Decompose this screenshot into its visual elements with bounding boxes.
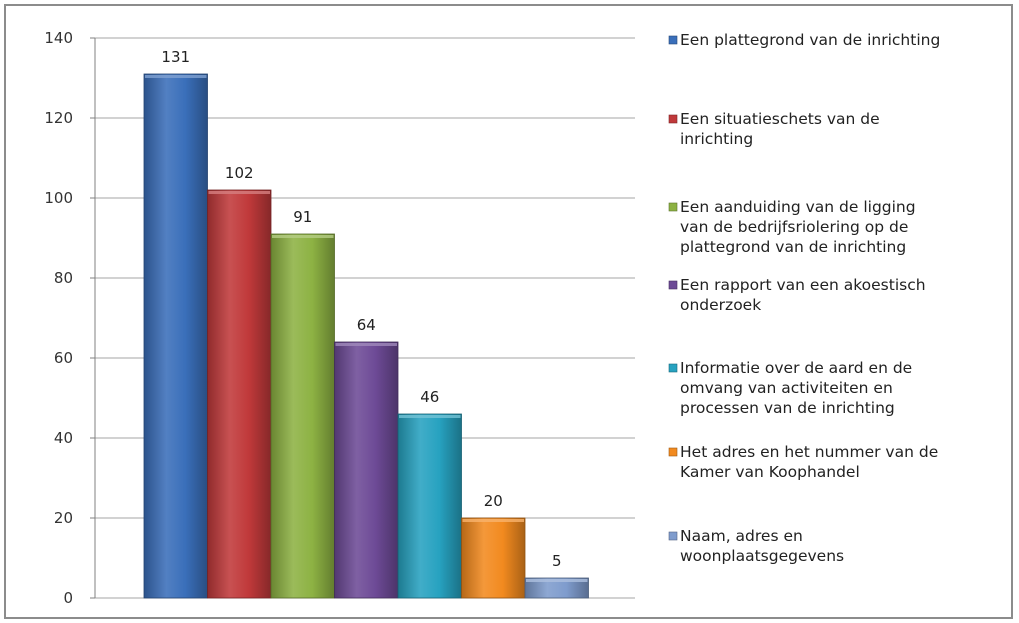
bar [270, 233, 335, 599]
bar [143, 73, 208, 599]
bar [334, 341, 399, 599]
legend-label: Het adres en het nummer van de [680, 443, 938, 461]
legend-swatch [668, 202, 678, 212]
legend-label: Naam, adres en [680, 527, 803, 545]
legend-label: onderzoek [680, 296, 761, 314]
legend-label: Een aanduiding van de ligging [680, 198, 916, 216]
data-label: 91 [293, 208, 312, 226]
data-label: 5 [552, 552, 562, 570]
y-axis: 0 20 40 60 80 100 120 140 [44, 29, 96, 607]
bar [397, 413, 462, 599]
bars [143, 73, 589, 599]
bar-highlight [462, 519, 524, 522]
bar-highlight [272, 235, 334, 238]
legend-swatch [668, 280, 678, 290]
legend-label: Een situatieschets van de [680, 110, 880, 128]
bar [461, 517, 526, 599]
y-tick-label: 40 [54, 429, 73, 447]
data-labels: 131 102 91 64 46 20 5 [161, 48, 561, 570]
legend-label: omvang van activiteiten en [680, 379, 893, 397]
bar [207, 189, 272, 599]
legend: Een plattegrond van de inrichting Een sit… [668, 31, 940, 565]
y-tick-label: 140 [44, 29, 73, 47]
legend-swatch [668, 447, 678, 457]
y-tick-label: 60 [54, 349, 73, 367]
data-label: 46 [420, 388, 439, 406]
legend-swatch [668, 363, 678, 373]
bar-highlight [399, 415, 461, 418]
data-label: 20 [484, 492, 503, 510]
legend-swatch [668, 35, 678, 45]
legend-label: Informatie over de aard en de [680, 359, 912, 377]
legend-label: van de bedrijfsriolering op de [680, 218, 908, 236]
bar [524, 577, 589, 599]
legend-label: Een plattegrond van de inrichting [680, 31, 940, 49]
legend-swatch [668, 531, 678, 541]
bar-highlight [208, 191, 270, 194]
y-tick-label: 100 [44, 189, 73, 207]
data-label: 64 [357, 316, 376, 334]
legend-label: Kamer van Koophandel [680, 463, 860, 481]
bar-highlight [335, 343, 397, 346]
y-tick-label: 120 [44, 109, 73, 127]
y-tick-label: 80 [54, 269, 73, 287]
legend-label: inrichting [680, 130, 753, 148]
legend-swatch [668, 114, 678, 124]
legend-label: plattegrond van de inrichting [680, 238, 906, 256]
data-label: 102 [225, 164, 254, 182]
y-tick-label: 0 [63, 589, 73, 607]
legend-label: Een rapport van een akoestisch [680, 276, 926, 294]
legend-label: woonplaatsgegevens [680, 547, 844, 565]
y-tick-label: 20 [54, 509, 73, 527]
bar-highlight [145, 75, 207, 78]
legend-label: processen van de inrichting [680, 399, 895, 417]
bar-highlight [526, 579, 588, 582]
data-label: 131 [161, 48, 190, 66]
